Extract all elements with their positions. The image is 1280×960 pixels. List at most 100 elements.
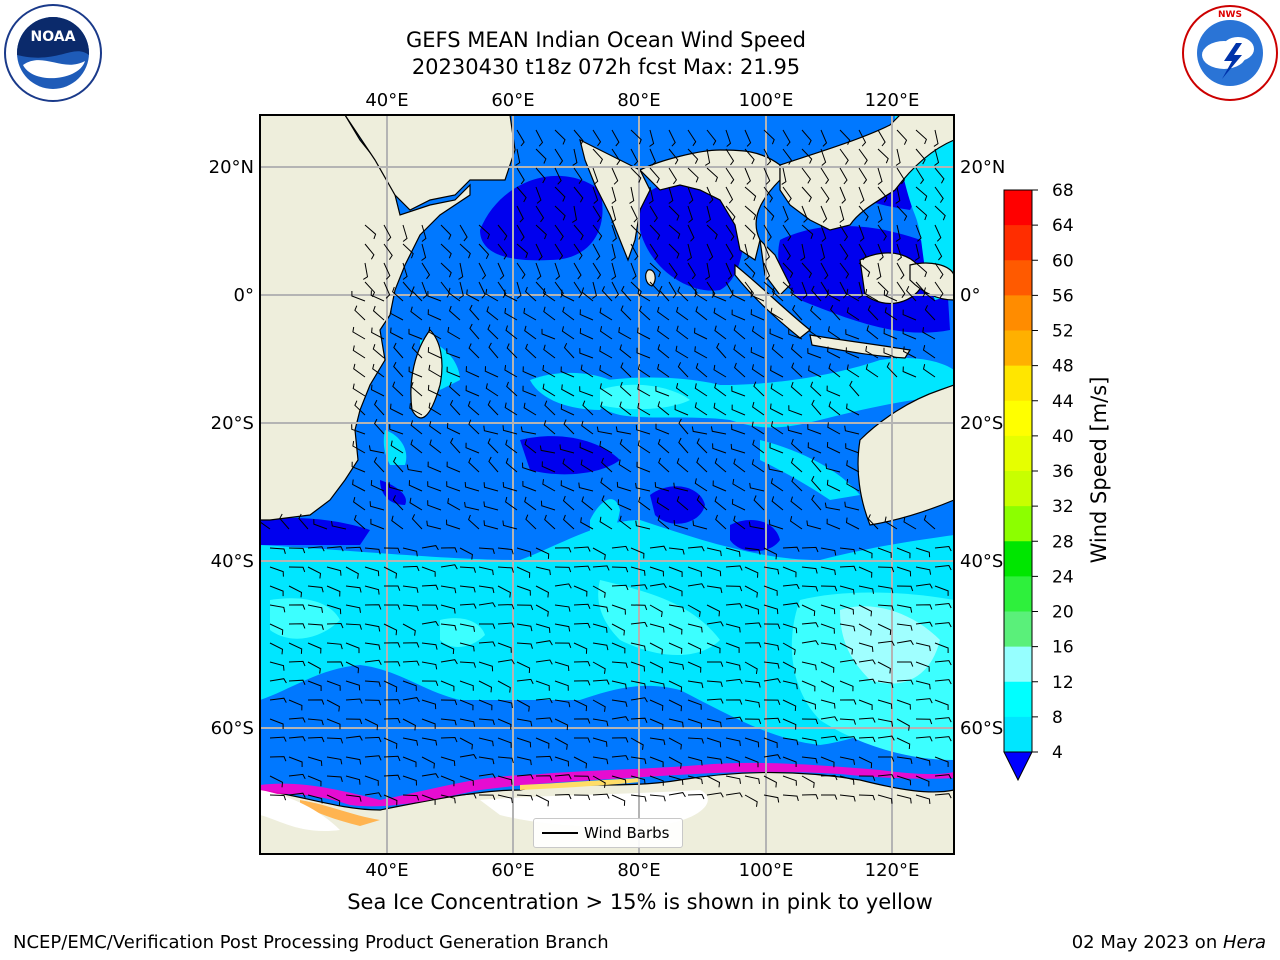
wind-barb [744,186,757,202]
wind-barb [657,344,670,359]
wind-barb [516,224,525,242]
wind-barb [411,343,423,359]
wind-barb [675,345,689,359]
wind-barb [269,661,285,671]
wind-barb [581,287,594,302]
wind-barb [865,289,879,302]
wind-barb [915,756,931,766]
wind-barb [288,756,303,767]
wind-barb [573,718,591,724]
wind-barb [478,756,495,765]
wind-barb [687,623,703,633]
wind-barb [923,287,936,302]
wind-barb [896,585,914,592]
wind-barb [668,262,678,279]
wind-barb [497,262,505,280]
wind-barb [637,288,651,302]
wind-barb [858,717,876,723]
wind-barb [364,755,382,761]
wind-barb [611,623,625,636]
wind-barb [630,775,646,785]
wind-barb [580,364,594,378]
wind-barb [592,793,610,799]
wind-barb [934,186,944,203]
wind-barb [839,604,854,615]
wind-barb [541,328,556,340]
wind-barb [649,680,665,689]
wind-barb [351,461,366,473]
wind-barb [934,167,945,184]
wind-barb [895,148,901,166]
wind-barb [421,756,435,769]
wind-barb [696,457,708,473]
wind-barb [896,167,906,185]
wind-barb [497,566,514,573]
wind-barb [554,547,572,553]
wind-barb [372,363,385,378]
wind-barb [525,514,537,530]
wind-barb [733,515,746,530]
wind-barb [695,306,708,321]
wind-barb [535,775,553,781]
wind-barb [393,342,404,359]
wind-barb [505,496,518,511]
wind-barb [826,518,841,530]
wind-barb [618,327,632,340]
wind-barb [820,243,826,261]
wind-barb [763,717,781,724]
wind-barb [687,775,703,785]
wind-barb [763,754,781,760]
wind-barb [459,718,476,727]
wind-barb [791,362,803,378]
wind-barb [592,243,601,261]
wind-barb [744,622,762,628]
wind-barb [744,262,756,278]
wind-barb [896,623,913,631]
wind-barb [896,699,911,710]
wind-barb [915,129,927,145]
wind-barb [934,679,952,685]
wind-barb [668,756,682,769]
wind-barb [903,516,917,530]
wind-barb [800,243,806,261]
wind-barb [384,604,401,610]
wind-barb [876,262,882,280]
wind-barb [649,545,667,551]
colorbar-tick-label: 16 [1052,638,1074,658]
wind-barb [811,475,822,492]
wind-barb [781,167,787,185]
wind-barb [497,775,513,785]
wind-barb [269,585,284,597]
wind-barb [383,661,401,667]
wind-barb [839,243,849,261]
wind-barb [307,718,324,726]
wind-barb [428,364,442,378]
wind-barb [770,365,784,378]
wind-barb [554,737,568,750]
wind-barb [406,464,423,473]
wind-barb [915,566,932,575]
wind-barb [421,718,436,729]
wind-barb [601,457,613,473]
wind-barb [573,186,584,203]
wind-barb [560,366,575,378]
wind-barb [573,622,591,629]
wind-barb [392,381,404,397]
wind-barb [731,498,746,511]
wind-barb [516,205,524,223]
wind-barb [331,521,347,530]
wind-barb [772,286,784,302]
wind-barb [488,342,499,359]
wind-barb [915,698,933,704]
wind-barb [421,699,437,710]
wind-barb [915,167,925,185]
wind-barb [592,547,606,560]
wind-barb [459,603,477,609]
wind-barb [858,281,863,299]
wind-barb [516,623,533,632]
map-legend: Wind Barbs [533,818,683,848]
wind-barb [782,718,797,730]
wind-barb [915,621,933,627]
wind-barb [630,148,639,166]
wind-barb [440,699,458,706]
